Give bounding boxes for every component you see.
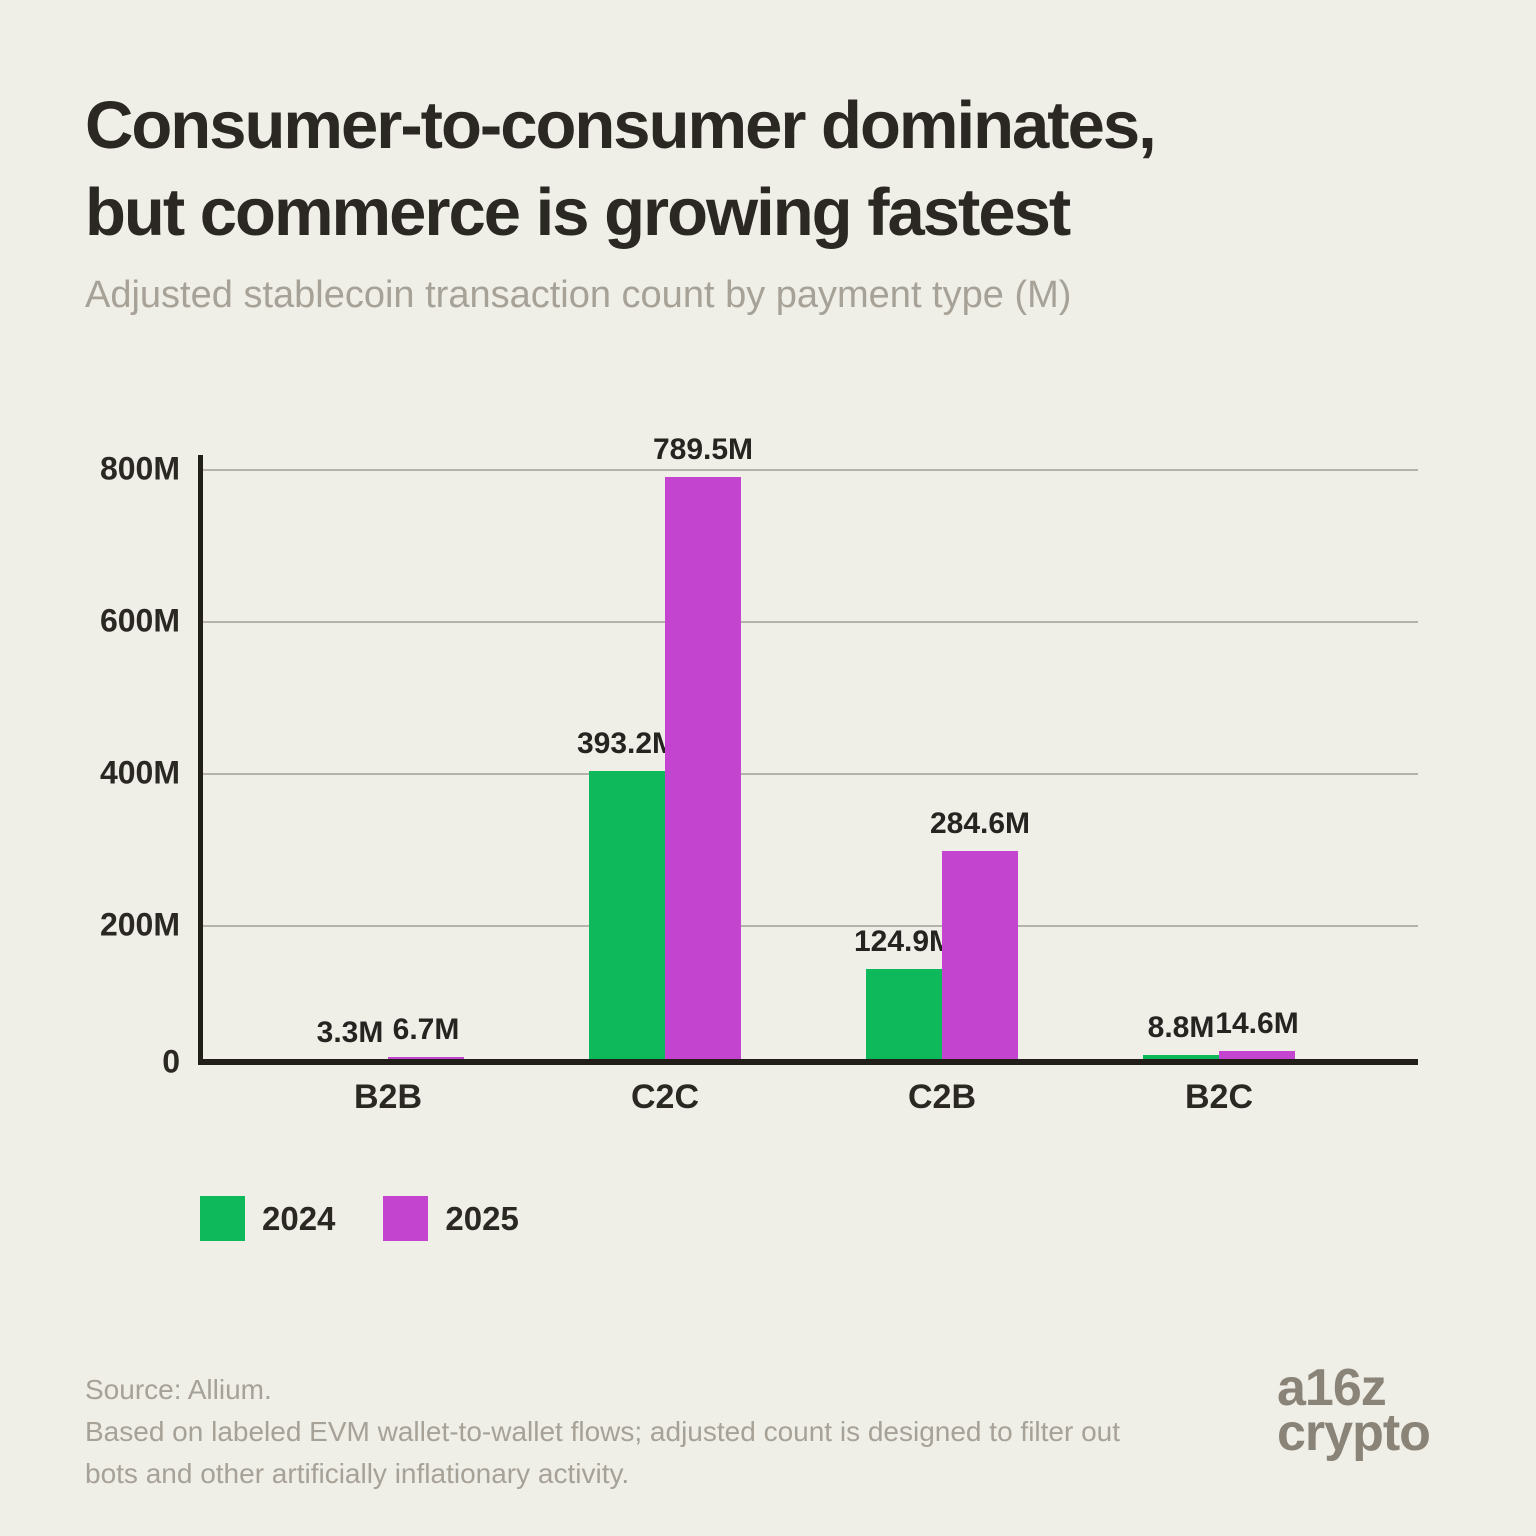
source-line-1: Source: Allium. bbox=[85, 1374, 272, 1405]
x-tick-c2c: C2C bbox=[630, 1078, 700, 1116]
gridline-600m bbox=[202, 620, 1418, 623]
y-tick-600m: 600M bbox=[99, 602, 180, 639]
source-line-3: bots and other artificially inflationary… bbox=[85, 1458, 630, 1489]
chart-subtitle: Adjusted stablecoin transaction count by… bbox=[85, 274, 1072, 316]
bar-value-label-2024-b2b: 3.3M bbox=[316, 1015, 384, 1049]
source-note: Source: Allium. Based on labeled EVM wal… bbox=[85, 1369, 1120, 1495]
x-axis-line bbox=[198, 1059, 1418, 1065]
bar-2024-b2c: 8.8M bbox=[1143, 1011, 1219, 1062]
bar-group-c2c: 393.2M 789.5M C2C bbox=[577, 433, 753, 1116]
source-line-2: Based on labeled EVM wallet-to-wallet fl… bbox=[85, 1416, 1121, 1447]
bar-value-label-2024-c2b: 124.9M bbox=[853, 925, 955, 959]
bar-value-label-2025-b2c: 14.6M bbox=[1215, 1007, 1299, 1041]
gridline-200m bbox=[202, 924, 1418, 927]
x-tick-c2b: C2B bbox=[907, 1078, 977, 1116]
bar-group-c2b: 124.9M 284.6M C2B bbox=[854, 469, 1030, 1116]
legend-swatch-2025 bbox=[383, 1196, 429, 1241]
legend-item-2025: 2025 bbox=[383, 1196, 519, 1241]
bar-value-label-2025-b2b: 6.7M bbox=[392, 1013, 460, 1047]
chart-title: Consumer-to-consumer dominates, but comme… bbox=[85, 82, 1157, 256]
a16z-crypto-logo: a16z crypto bbox=[1277, 1359, 1431, 1462]
bar-2025-c2c: 789.5M bbox=[653, 433, 753, 1062]
legend-item-2024: 2024 bbox=[200, 1196, 335, 1241]
gridline-400m bbox=[202, 772, 1418, 775]
y-tick-0: 0 bbox=[162, 1043, 180, 1080]
bar-2025-c2b: 284.6M bbox=[930, 807, 1030, 1062]
bar-2024-c2c: 393.2M bbox=[577, 727, 677, 1062]
x-tick-b2b: B2B bbox=[353, 1078, 423, 1116]
logo-line-crypto: crypto bbox=[1277, 1404, 1431, 1462]
bar-value-label-2024-c2c: 393.2M bbox=[576, 726, 678, 760]
bar-2024-c2b: 124.9M bbox=[854, 925, 954, 1062]
bar-2025-b2c: 14.6M bbox=[1215, 1007, 1299, 1062]
logo-line-a16z: a16z bbox=[1277, 1359, 1387, 1417]
bar-value-label-2024-b2c: 8.8M bbox=[1147, 1011, 1215, 1045]
chart-title-line2: but commerce is growing fastest bbox=[85, 175, 1071, 250]
legend-label-2024: 2024 bbox=[262, 1199, 336, 1237]
legend: 2024 2025 bbox=[200, 1196, 519, 1241]
legend-label-2025: 2025 bbox=[445, 1199, 519, 1237]
bar-chart-plot-area: 800M 600M 400M 200M 0 3.3M 6.7M B2B 393.… bbox=[100, 433, 1418, 1116]
bar-group-b2c: 8.8M 14.6M B2C bbox=[1143, 469, 1299, 1116]
bar-group-b2b: 3.3M 6.7M B2B bbox=[312, 469, 464, 1116]
y-tick-400m: 400M bbox=[99, 754, 180, 791]
gridline-800m bbox=[202, 469, 1418, 471]
bar-value-label-2025-c2b: 284.6M bbox=[929, 807, 1031, 841]
y-axis-line bbox=[198, 455, 203, 1065]
x-tick-b2c: B2C bbox=[1184, 1078, 1254, 1116]
bar-value-label-2025-c2c: 789.5M bbox=[652, 432, 754, 466]
y-tick-200m: 200M bbox=[99, 906, 180, 943]
chart-title-line1: Consumer-to-consumer dominates, bbox=[85, 88, 1157, 163]
legend-swatch-2024 bbox=[200, 1196, 245, 1241]
y-tick-800m: 800M bbox=[99, 450, 180, 487]
